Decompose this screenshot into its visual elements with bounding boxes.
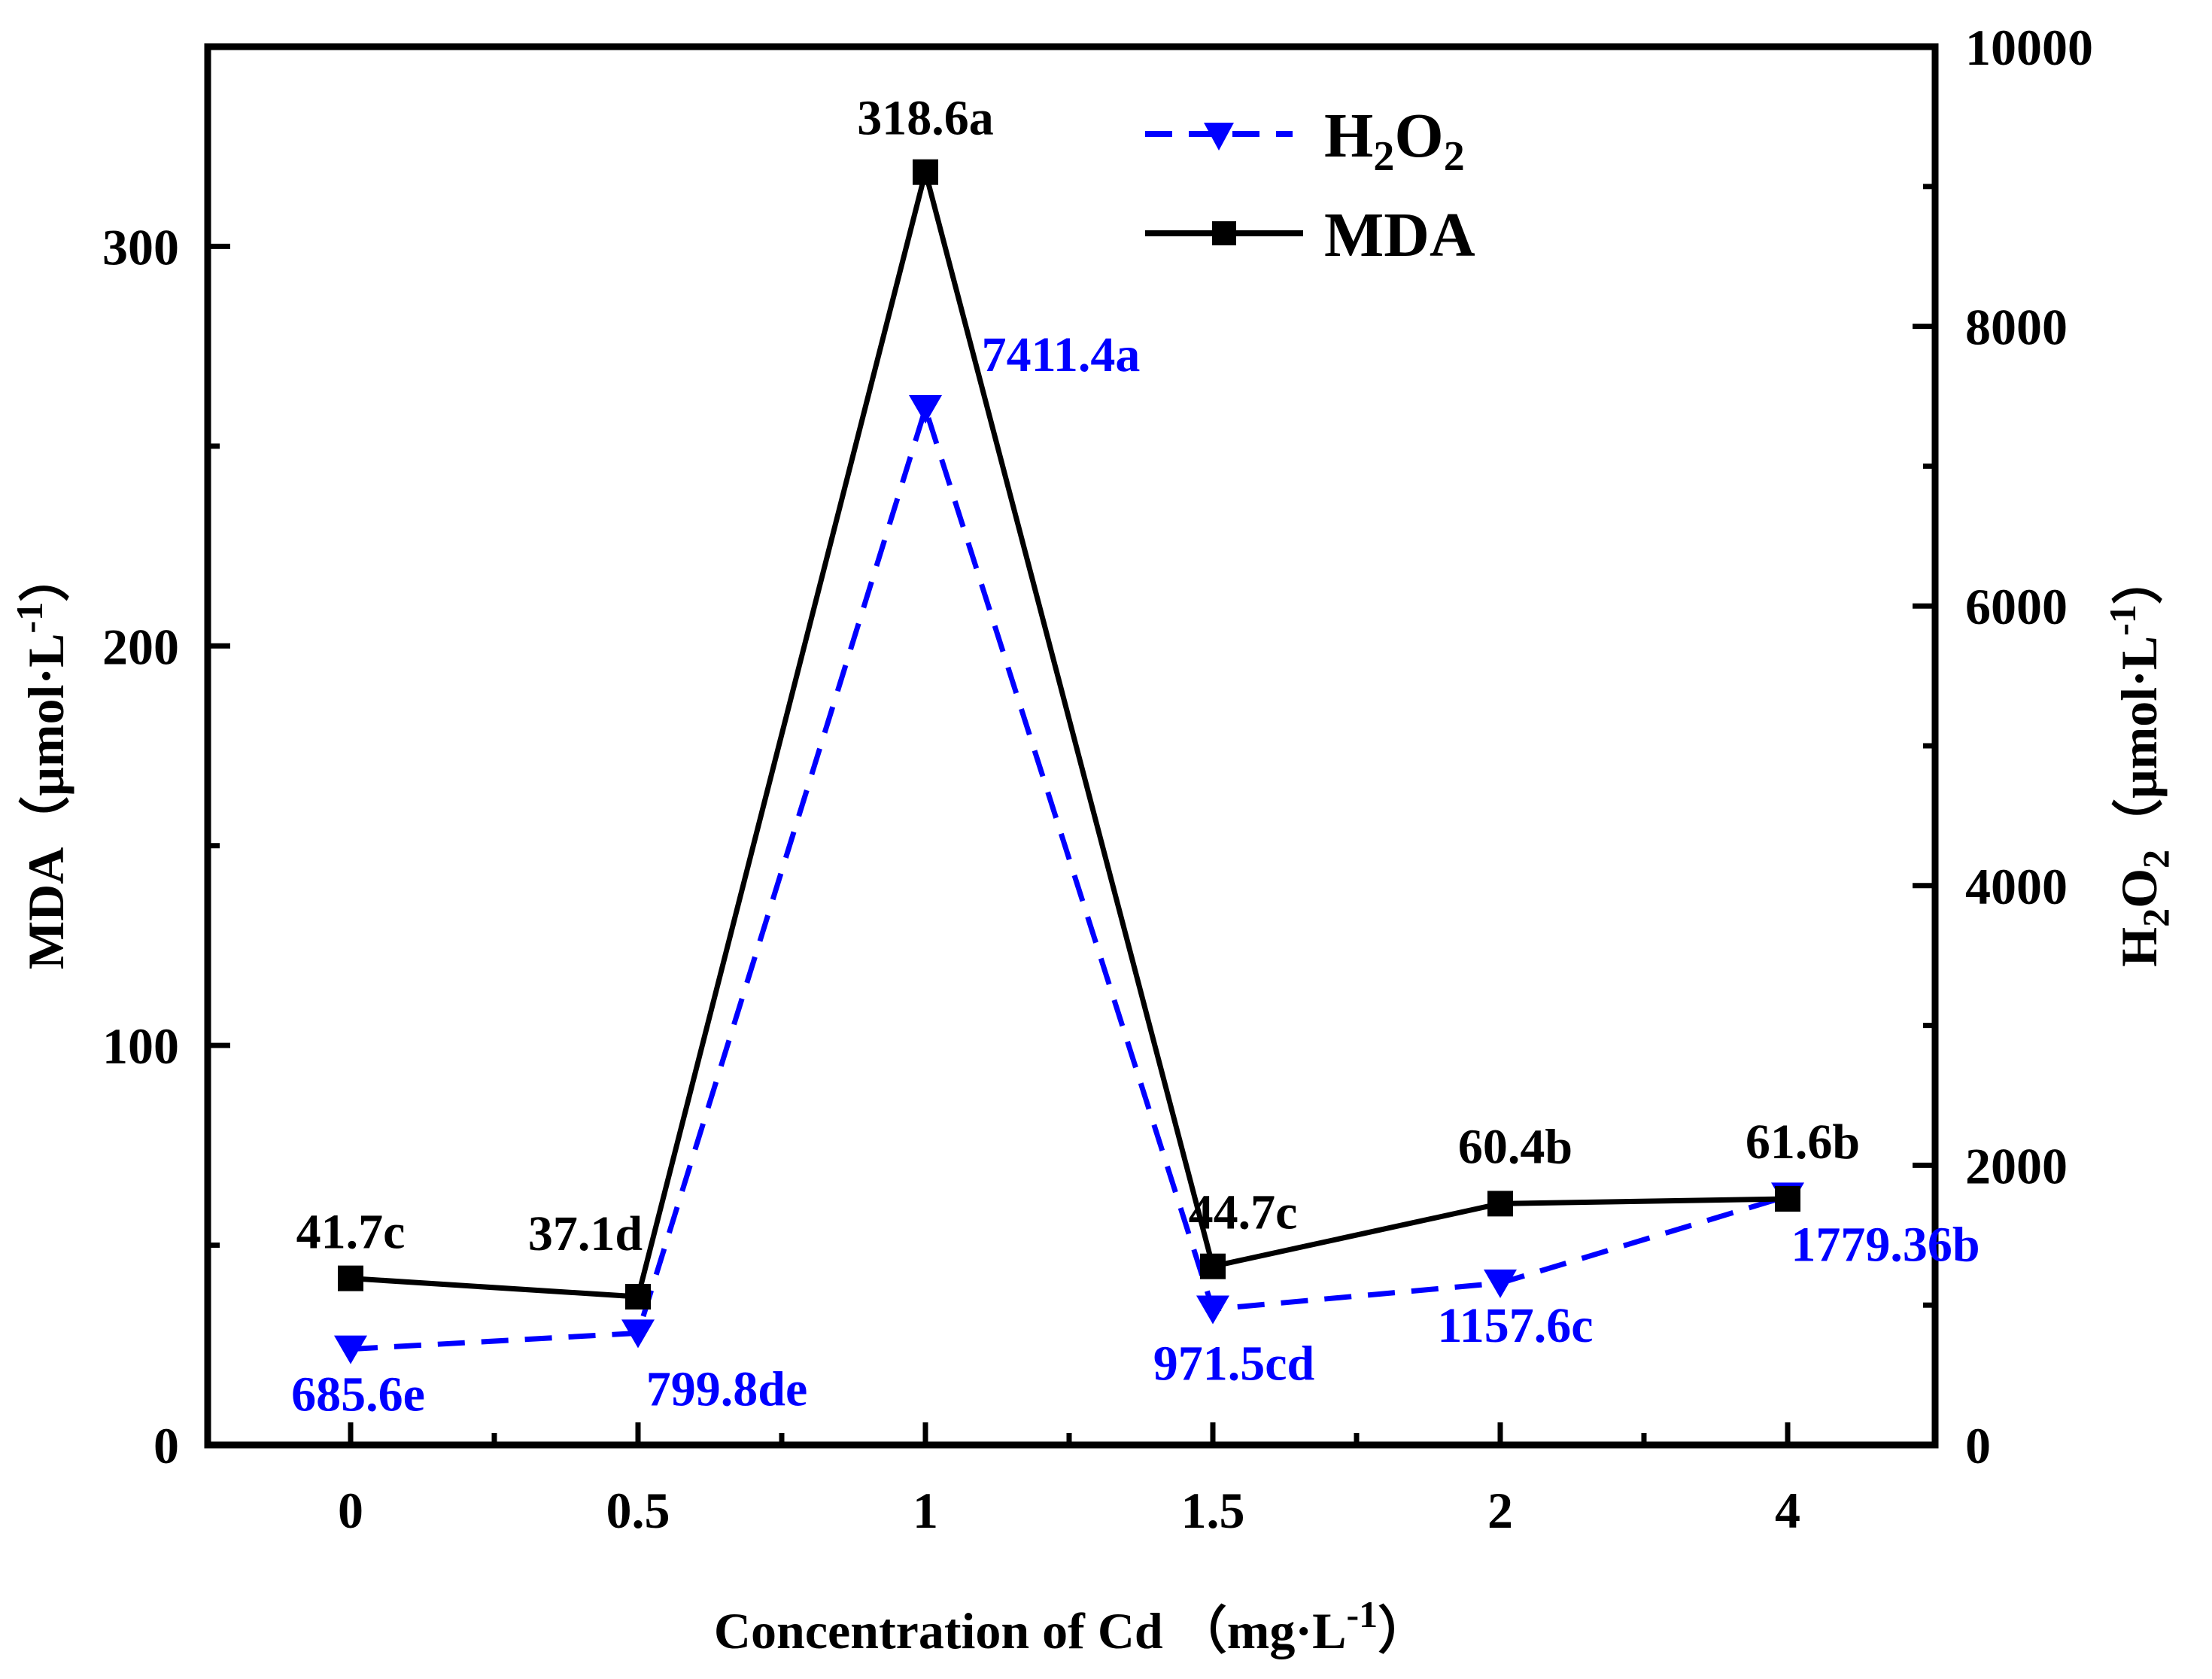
h2o2-point <box>1484 1269 1517 1298</box>
y-right-tick-label: 0 <box>1965 1417 1991 1474</box>
mda-data-label: 318.6a <box>857 91 994 146</box>
mda-series-line <box>350 161 1788 1300</box>
x-tick-label: 2 <box>1487 1482 1513 1539</box>
axis-ticks <box>208 44 1935 1448</box>
mda-data-label: 41.7c <box>296 1205 406 1260</box>
x-tick-label: 1.5 <box>1181 1482 1245 1539</box>
legend: H2O2 MDA <box>1145 101 1475 270</box>
x-axis-title: Concentration of Cd （mg·L-1） <box>714 1593 1429 1659</box>
h2o2-data-label: 971.5cd <box>1153 1336 1315 1391</box>
series-layer <box>334 159 1804 1364</box>
y-right-tick-label: 6000 <box>1965 578 2068 635</box>
mda-data-label: 61.6b <box>1746 1115 1860 1170</box>
y-axis-right-title: H2O2（μmol·L-1） <box>2101 553 2177 967</box>
h2o2-data-label: 799.8de <box>646 1361 808 1416</box>
h2o2-point <box>1196 1295 1229 1325</box>
y-right-tick-label: 2000 <box>1965 1137 2068 1194</box>
h2o2-data-label: 1157.6c <box>1437 1298 1593 1353</box>
point-labels: 41.7c 37.1d 318.6a 44.7c 60.4b 61.6b 685.6e 799… <box>291 91 1980 1422</box>
mda-point <box>1487 1191 1513 1217</box>
x-tick-label: 0.5 <box>606 1482 670 1539</box>
y-left-tick-label: 300 <box>102 218 179 275</box>
x-tick-label: 4 <box>1775 1482 1800 1539</box>
h2o2-data-label: 7411.4a <box>982 327 1141 382</box>
h2o2-point <box>621 1319 655 1349</box>
h2o2-point <box>334 1335 367 1364</box>
x-tick-label: 0 <box>338 1482 363 1539</box>
h2o2-point <box>909 394 942 424</box>
y-right-tick-label: 8000 <box>1965 299 2068 356</box>
mda-point <box>913 159 938 185</box>
mda-point <box>1775 1185 1800 1212</box>
legend-mda-marker <box>1212 221 1236 245</box>
y-left-tick-label: 0 <box>153 1417 179 1474</box>
y-right-tick-label: 10000 <box>1965 19 2093 76</box>
plot-frame <box>204 43 1939 1449</box>
h2o2-series-line <box>350 400 1789 1352</box>
mda-data-label: 37.1d <box>528 1206 643 1261</box>
mda-point <box>625 1284 651 1310</box>
x-tick-label: 1 <box>913 1482 938 1539</box>
y-axis-left-title: MDA（μmol·L-1） <box>8 551 74 969</box>
legend-h2o2-label: H2O2 <box>1324 101 1465 180</box>
axis-tick-labels: 0 0.5 1 1.5 2 4 0 100 200 300 0 2000 4000 6000 8000 100… <box>102 19 2093 1539</box>
legend-mda-label: MDA <box>1324 200 1475 270</box>
mda-data-label: 44.7c <box>1189 1185 1298 1240</box>
h2o2-data-label: 685.6e <box>291 1367 425 1422</box>
mda-data-label: 60.4b <box>1458 1119 1572 1174</box>
y-left-tick-label: 200 <box>102 618 179 675</box>
y-left-tick-label: 100 <box>102 1017 179 1075</box>
y-right-tick-label: 4000 <box>1965 858 2068 915</box>
h2o2-data-label: 1779.36b <box>1791 1217 1980 1272</box>
mda-point <box>338 1265 363 1291</box>
mda-point <box>1200 1253 1226 1279</box>
legend-h2o2-marker <box>1204 123 1234 151</box>
